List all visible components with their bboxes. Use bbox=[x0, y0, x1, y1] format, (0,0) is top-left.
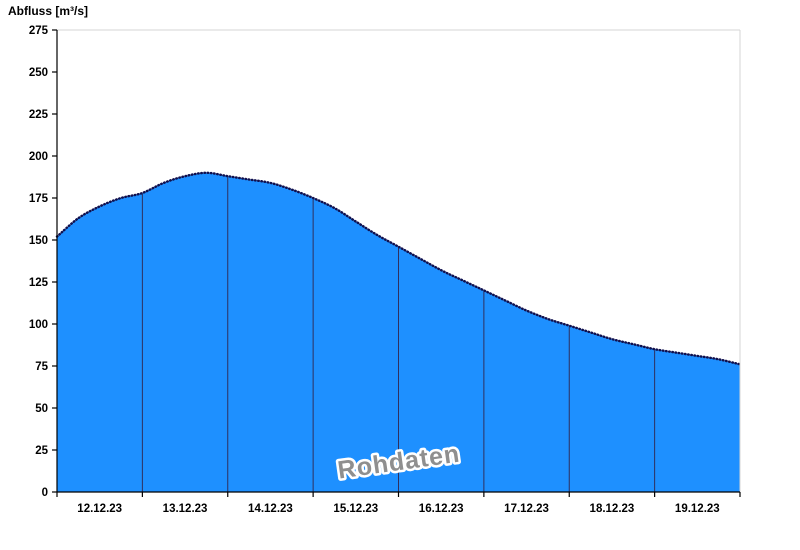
y-axis-label: 50 bbox=[35, 403, 48, 415]
x-axis-label: 13.12.23 bbox=[163, 503, 208, 515]
x-axis-label: 15.12.23 bbox=[333, 503, 378, 515]
y-axis-label: 150 bbox=[29, 235, 48, 247]
chart-title: Abfluss [m³/s] bbox=[8, 4, 89, 18]
y-axis-label: 175 bbox=[29, 193, 49, 205]
y-axis-label: 200 bbox=[29, 151, 48, 163]
y-axis-label: 125 bbox=[29, 277, 49, 289]
x-axis-label: 17.12.23 bbox=[504, 503, 549, 515]
x-axis-label: 14.12.23 bbox=[248, 503, 293, 515]
y-axis-label: 250 bbox=[29, 67, 48, 79]
x-axis-label: 19.12.23 bbox=[675, 503, 720, 515]
y-axis-label: 275 bbox=[29, 25, 49, 37]
x-axis-label: 18.12.23 bbox=[590, 503, 635, 515]
y-axis-label: 0 bbox=[42, 487, 48, 499]
x-axis-label: 12.12.23 bbox=[77, 503, 122, 515]
y-axis-label: 75 bbox=[35, 361, 48, 373]
y-axis-label: 100 bbox=[29, 319, 48, 331]
discharge-curve bbox=[55, 171, 742, 366]
x-axis-label: 16.12.23 bbox=[419, 503, 464, 515]
y-axis-label: 25 bbox=[35, 445, 48, 457]
y-axis-label: 225 bbox=[29, 109, 49, 121]
